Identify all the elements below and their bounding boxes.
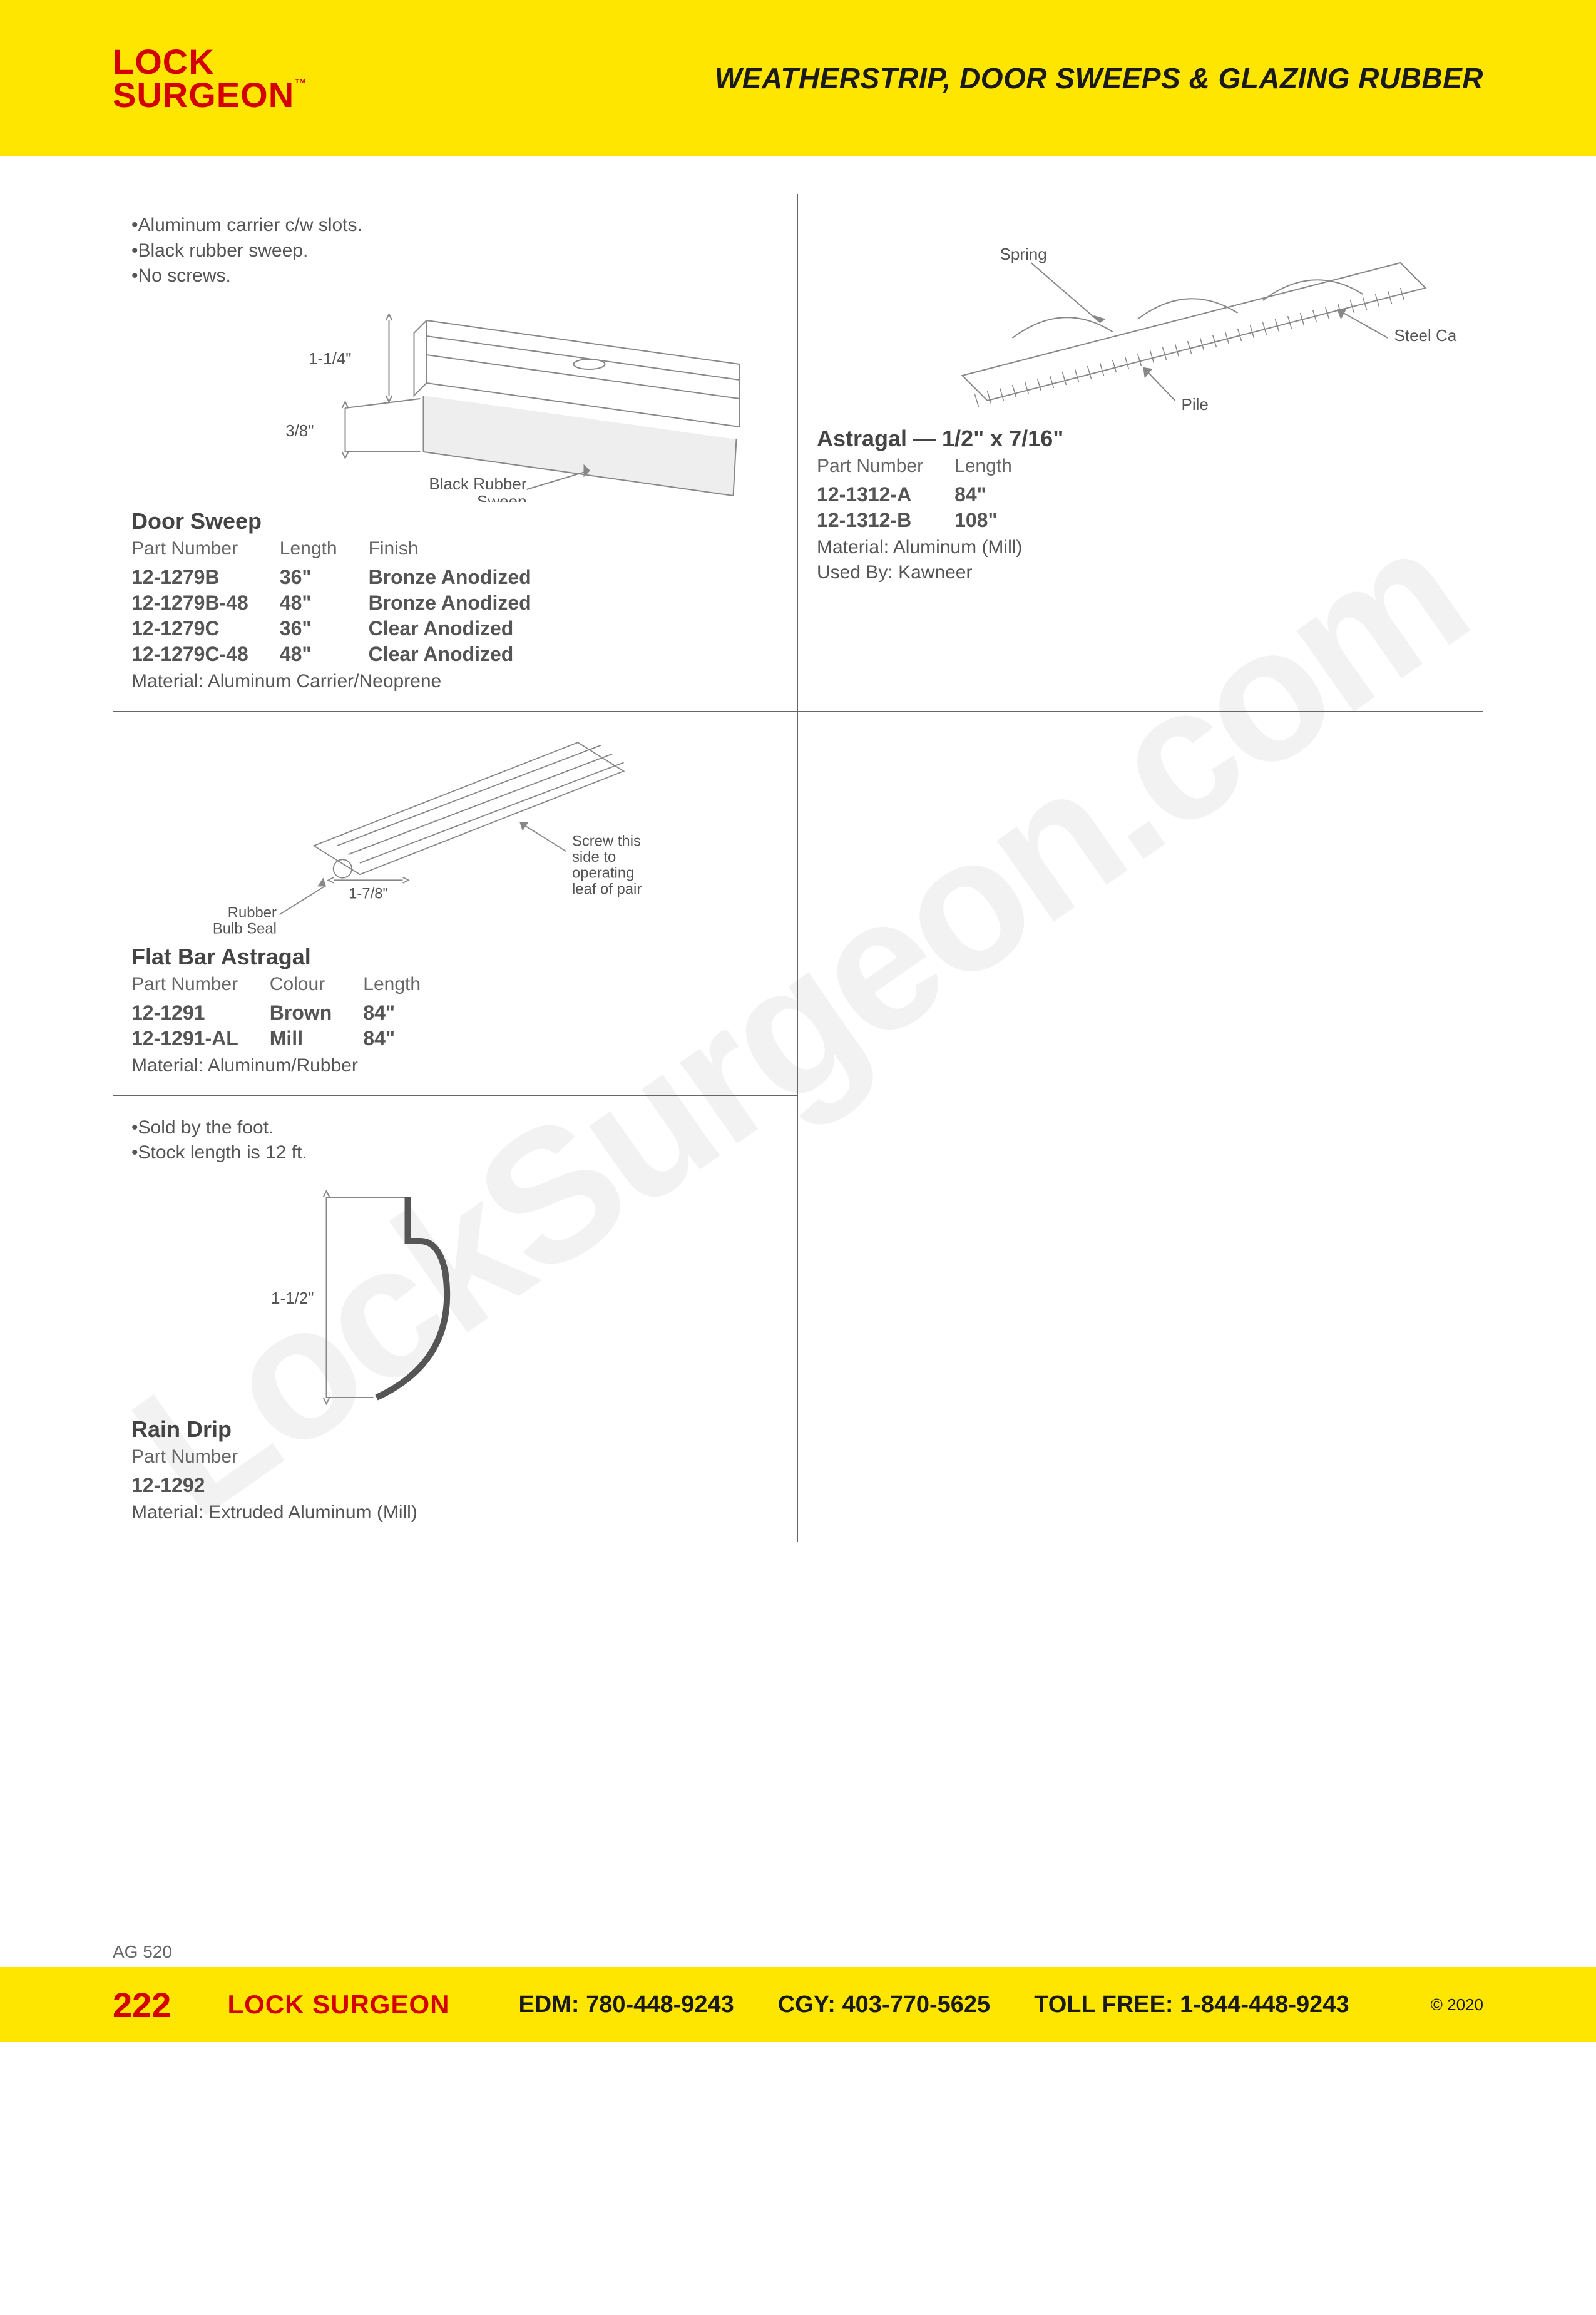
- door-sweep-title: Door Sweep: [131, 508, 772, 534]
- tollfree-phone: TOLL FREE: 1-844-448-9243: [1034, 1991, 1349, 2018]
- logo: LOCK SURGEON™: [113, 45, 307, 111]
- door-sweep-diagram: 1-1/4" 3/8" Black RubberSweep: [131, 295, 772, 502]
- cell-flatbar: 1-7/8" RubberBulb Seal Screw thisside to…: [113, 712, 798, 1096]
- astragal-material: Material: Aluminum (Mill): [817, 537, 1458, 558]
- svg-text:1-7/8": 1-7/8": [349, 885, 388, 902]
- page: LOCK SURGEON™ WEATHERSTRIP, DOOR SWEEPS …: [0, 0, 1596, 2042]
- svg-text:RubberBulb Seal: RubberBulb Seal: [213, 904, 277, 937]
- header-band: LOCK SURGEON™ WEATHERSTRIP, DOOR SWEEPS …: [0, 0, 1596, 156]
- copyright: © 2020: [1431, 1995, 1483, 2015]
- edm-phone: EDM: 780-448-9243: [518, 1991, 734, 2018]
- bullet: •Black rubber sweep.: [131, 238, 772, 264]
- svg-text:Steel Carrier: Steel Carrier: [1394, 326, 1459, 345]
- svg-text:Pile: Pile: [1182, 395, 1209, 414]
- tbl-header: Length: [280, 538, 369, 565]
- cell-empty-r2: [798, 712, 1483, 1096]
- section-title: WEATHERSTRIP, DOOR SWEEPS & GLAZING RUBB…: [715, 61, 1483, 95]
- flatbar-table: Part NumberColourLength 12-1291Brown84" …: [131, 974, 452, 1051]
- svg-text:3/8": 3/8": [285, 421, 314, 440]
- cell-astragal: Spring Steel Carrier Pile Astragal — 1/2…: [798, 194, 1483, 712]
- door-sweep-bullets: •Aluminum carrier c/w slots. •Black rubb…: [131, 213, 772, 289]
- cell-empty-r3: [798, 1096, 1483, 1542]
- door-sweep-table: Part Number Length Finish 12-1279B36"Bro…: [131, 538, 563, 667]
- svg-text:Screw thisside tooperatingleaf: Screw thisside tooperatingleaf of pair: [572, 832, 642, 897]
- astragal-diagram: Spring Steel Carrier Pile: [817, 213, 1458, 419]
- footer-band: 222 LOCK SURGEON EDM: 780-448-9243 CGY: …: [0, 1967, 1596, 2042]
- logo-tm: ™: [294, 77, 307, 91]
- flatbar-material: Material: Aluminum/Rubber: [131, 1055, 772, 1076]
- door-sweep-material: Material: Aluminum Carrier/Neoprene: [131, 671, 772, 692]
- cell-raindrip: •Sold by the foot. •Stock length is 12 f…: [113, 1096, 798, 1542]
- svg-text:1-1/2": 1-1/2": [271, 1289, 314, 1307]
- astragal-title: Astragal — 1/2" x 7/16": [817, 426, 1458, 452]
- bullet: •Aluminum carrier c/w slots.: [131, 213, 772, 238]
- logo-line2: SURGEON: [113, 75, 294, 115]
- svg-text:1-1/4": 1-1/4": [309, 349, 352, 368]
- raindrip-diagram: 1-1/2": [131, 1172, 772, 1410]
- tbl-header: Part Number: [131, 538, 280, 565]
- cgy-phone: CGY: 403-770-5625: [778, 1991, 990, 2018]
- bullet: •No screws.: [131, 263, 772, 289]
- page-number: 222: [113, 1985, 171, 2025]
- content-area: •Aluminum carrier c/w slots. •Black rubb…: [113, 194, 1483, 1542]
- cell-door-sweep: •Aluminum carrier c/w slots. •Black rubb…: [113, 194, 798, 712]
- tbl-header: Finish: [369, 538, 563, 565]
- flatbar-title: Flat Bar Astragal: [131, 944, 772, 970]
- flatbar-diagram: 1-7/8" RubberBulb Seal Screw thisside to…: [131, 731, 772, 938]
- svg-text:Black RubberSweep: Black RubberSweep: [429, 474, 526, 502]
- svg-text:Spring: Spring: [1000, 245, 1047, 263]
- footer-brand: LOCK SURGEON: [227, 1990, 449, 2020]
- product-grid: •Aluminum carrier c/w slots. •Black rubb…: [113, 194, 1483, 1542]
- astragal-table: Part NumberLength 12-1312-A84" 12-1312-B…: [817, 456, 1043, 533]
- footer: AG 520 222 LOCK SURGEON EDM: 780-448-924…: [0, 1967, 1596, 2042]
- astragal-usedby: Used By: Kawneer: [817, 562, 1458, 583]
- raindrip-bullets: •Sold by the foot. •Stock length is 12 f…: [131, 1115, 772, 1166]
- ag-code: AG 520: [113, 1942, 172, 1962]
- raindrip-title: Rain Drip: [131, 1416, 772, 1443]
- raindrip-table: Part Number 12-1292: [131, 1446, 269, 1498]
- raindrip-material: Material: Extruded Aluminum (Mill): [131, 1502, 772, 1523]
